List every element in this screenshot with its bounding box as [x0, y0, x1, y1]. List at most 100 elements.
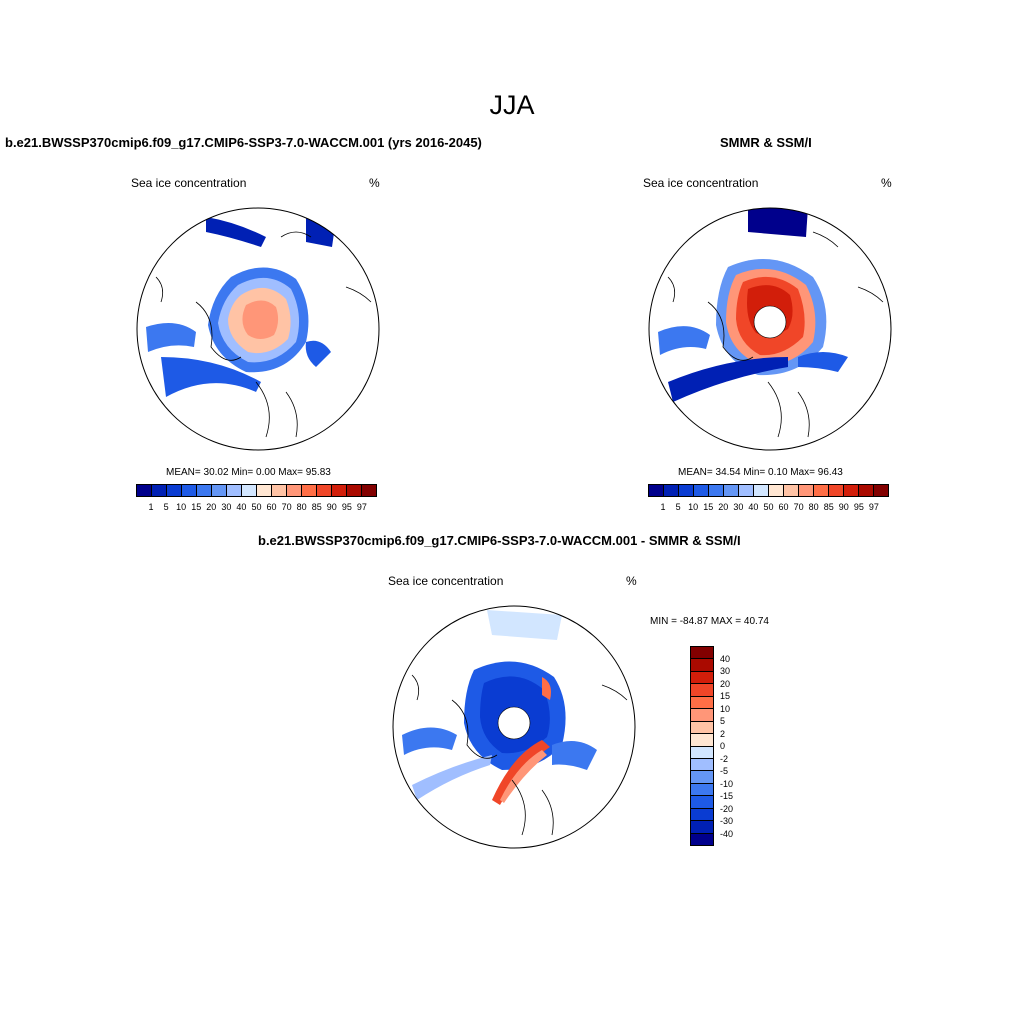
- colorbar-tick-label: 20: [206, 502, 217, 512]
- colorbar-swatch: [272, 485, 287, 496]
- colorbar-tick-label: 70: [281, 502, 292, 512]
- colorbar-swatch: [709, 485, 724, 496]
- ice-band-south: [668, 357, 788, 402]
- colorbar-swatch: [152, 485, 167, 496]
- colorbar-tick-label: 10: [176, 502, 187, 512]
- colorbar-swatch: [784, 485, 799, 496]
- colorbar-swatch: [317, 485, 332, 496]
- colorbar-swatch: [691, 684, 713, 697]
- colorbar-swatch: [182, 485, 197, 496]
- colorbar-swatch: [691, 746, 713, 759]
- colorbar-tick-label: 15: [191, 502, 202, 512]
- colorbar-tick-label: 15: [720, 691, 731, 701]
- pole-hole: [497, 706, 531, 740]
- panel-1-units: %: [369, 176, 380, 190]
- colorbar-tick-label: 5: [720, 716, 726, 726]
- ice-barents: [305, 340, 331, 367]
- panel-3-units: %: [626, 574, 637, 588]
- diff-barents: [552, 741, 597, 770]
- colorbar-swatch: [769, 485, 784, 496]
- colorbar-tick-label: 85: [823, 502, 834, 512]
- colorbar-swatch: [691, 821, 713, 834]
- colorbar-tick-label: 1: [660, 502, 666, 512]
- colorbar-tick-label: 40: [748, 502, 759, 512]
- panel-3-colorbar: [690, 646, 714, 846]
- colorbar-swatch: [691, 758, 713, 772]
- colorbar-tick-label: -10: [720, 778, 734, 789]
- colorbar-tick-label: 5: [163, 502, 169, 512]
- colorbar-tick-label: 80: [296, 502, 307, 512]
- colorbar-tick-label: 40: [236, 502, 247, 512]
- colorbar-swatch: [227, 485, 242, 496]
- ice-top-left: [206, 217, 266, 247]
- colorbar-swatch: [691, 696, 713, 710]
- ice-top-right: [306, 212, 336, 247]
- colorbar-swatch: [691, 783, 713, 797]
- colorbar-swatch: [649, 485, 664, 496]
- colorbar-tick-label: 1: [148, 502, 154, 512]
- colorbar-swatch: [212, 485, 227, 496]
- panel-1-colorbar: [136, 484, 377, 497]
- panel-1-title: b.e21.BWSSP370cmip6.f09_g17.CMIP6-SSP3-7…: [5, 135, 482, 150]
- colorbar-swatch: [242, 485, 257, 496]
- colorbar-tick-label: 20: [718, 502, 729, 512]
- panel-3-colorbar-labels: 40 30 20 15 10 5 2 0 -2 -5 -10 -15 -20 -30 -40: [720, 646, 760, 846]
- colorbar-swatch: [691, 796, 713, 809]
- ice-hudson: [658, 326, 710, 355]
- panel-3-variable: Sea ice concentration: [388, 574, 504, 588]
- coastlines: [411, 674, 628, 836]
- colorbar-tick-label: 30: [720, 666, 731, 676]
- panel-2-title: SMMR & SSM/I: [720, 135, 812, 150]
- panel-2-colorbar: [648, 484, 889, 497]
- colorbar-tick-label: 97: [356, 502, 367, 512]
- diff-hudson: [402, 727, 457, 755]
- colorbar-swatch: [829, 485, 844, 496]
- colorbar-swatch: [664, 485, 679, 496]
- ice-barents: [798, 352, 848, 372]
- panel-1-map: [136, 207, 380, 451]
- ice-region-center: [242, 300, 279, 339]
- colorbar-tick-label: 10: [688, 502, 699, 512]
- colorbar-tick-label: -15: [720, 791, 734, 801]
- diff-top: [487, 610, 562, 640]
- ice-band-south: [161, 357, 261, 397]
- colorbar-swatch: [691, 659, 713, 672]
- colorbar-swatch: [694, 485, 709, 496]
- diff-region-pos-light: [500, 750, 547, 803]
- colorbar-swatch: [754, 485, 769, 496]
- panel-3-map: [392, 605, 636, 849]
- panel-2-map: [648, 207, 892, 451]
- colorbar-swatch: [347, 485, 362, 496]
- pole-hole: [753, 305, 787, 339]
- colorbar-swatch: [197, 485, 212, 496]
- colorbar-swatch: [691, 734, 713, 747]
- panel-2-units: %: [881, 176, 892, 190]
- colorbar-tick-label: 30: [733, 502, 744, 512]
- colorbar-tick-label: -40: [720, 828, 734, 839]
- colorbar-tick-label: 60: [266, 502, 277, 512]
- colorbar-swatch: [691, 647, 713, 660]
- colorbar-tick-label: 5: [675, 502, 681, 512]
- colorbar-swatch: [691, 671, 713, 685]
- colorbar-tick-label: 50: [251, 502, 262, 512]
- colorbar-tick-label: 2: [720, 728, 726, 739]
- colorbar-tick-label: 0: [720, 741, 726, 751]
- colorbar-swatch: [724, 485, 739, 496]
- colorbar-tick-label: 85: [311, 502, 322, 512]
- colorbar-swatch: [691, 808, 713, 822]
- colorbar-tick-label: -5: [720, 766, 729, 776]
- panel-2-colorbar-labels: 1 5 10 15 20 30 40 50 60 70 80 85 90 95 97: [648, 502, 889, 514]
- colorbar-tick-label: 80: [808, 502, 819, 512]
- diff-region-pos-top: [542, 677, 551, 700]
- colorbar-tick-label: 15: [703, 502, 714, 512]
- coastlines: [667, 231, 884, 438]
- colorbar-tick-label: 20: [720, 678, 731, 689]
- panel-1-colorbar-labels: 1 5 10 15 20 30 40 50 60 70 80 85 90 95 97: [136, 502, 377, 514]
- ice-top: [748, 208, 808, 237]
- colorbar-swatch: [362, 485, 376, 496]
- colorbar-tick-label: 97: [868, 502, 879, 512]
- coastlines: [155, 231, 372, 438]
- colorbar-swatch: [332, 485, 347, 496]
- colorbar-swatch: [691, 709, 713, 722]
- panel-3-stats: MIN = -84.87 MAX = 40.74: [650, 616, 769, 627]
